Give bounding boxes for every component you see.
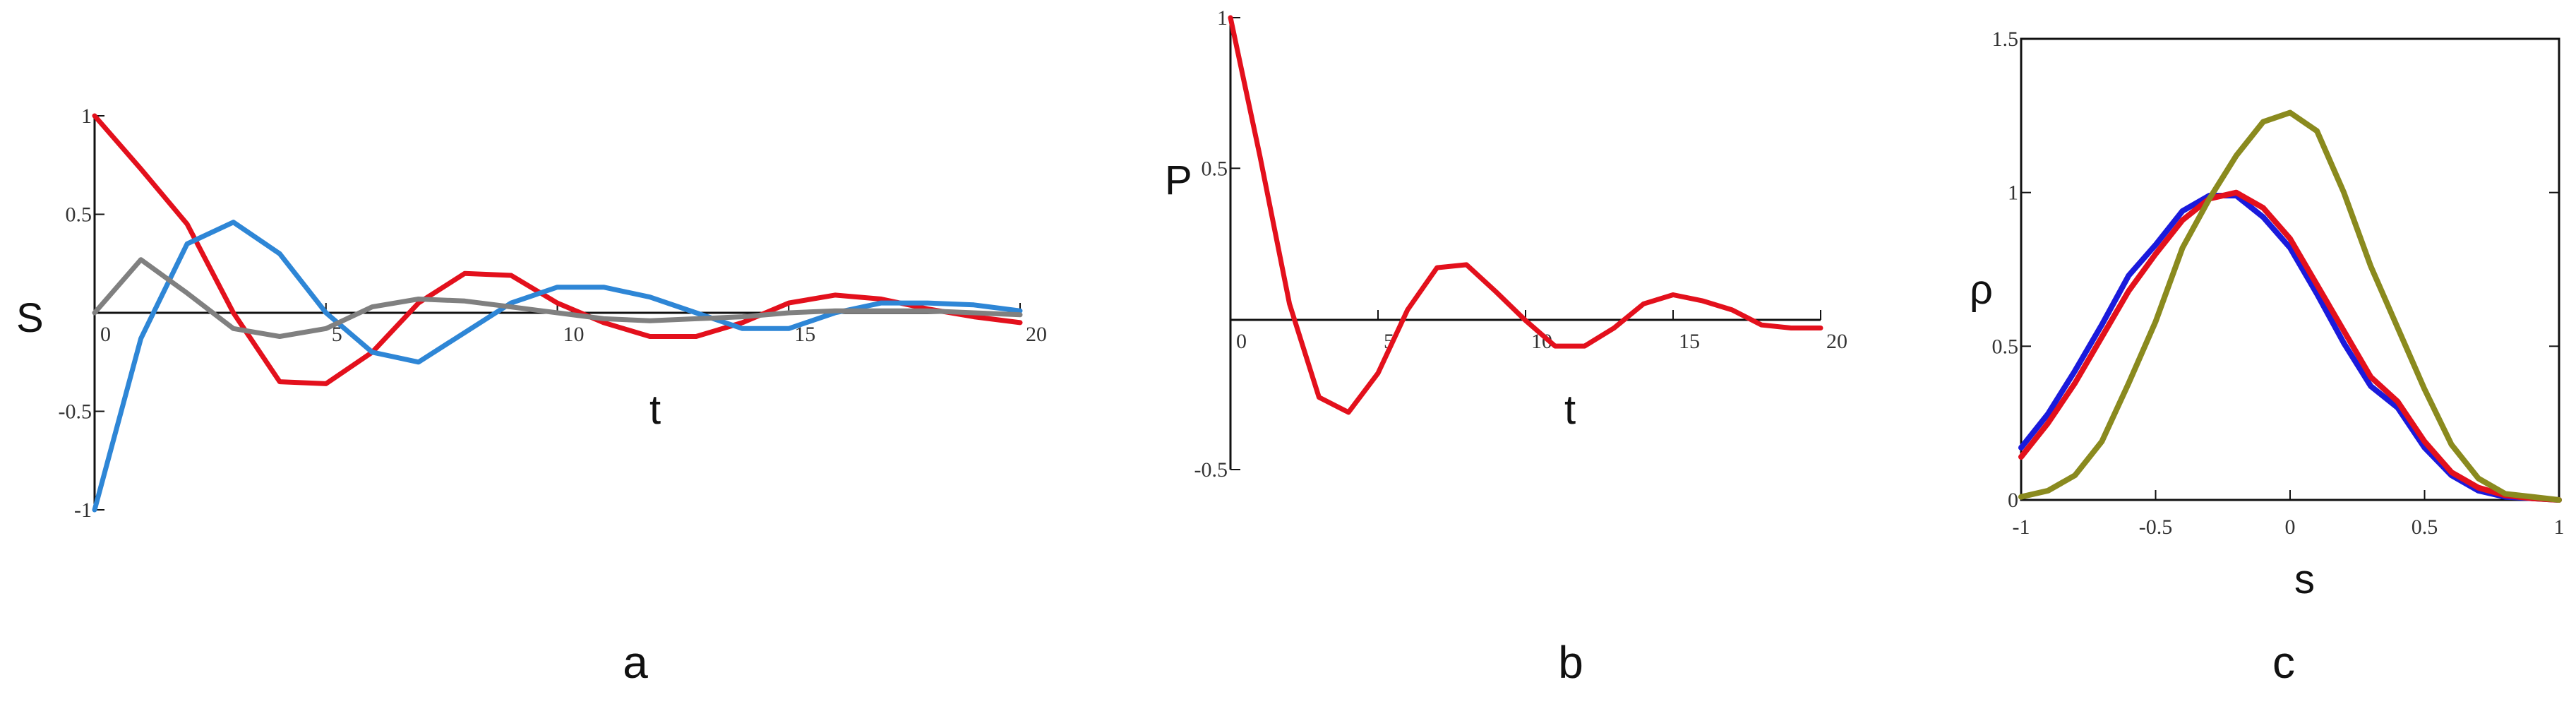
y-tick-label: 1 xyxy=(2008,181,2018,205)
x-tick-label: 20 xyxy=(1026,323,1047,346)
x-tick-label: 10 xyxy=(563,323,585,346)
series-line-1 xyxy=(92,220,1023,513)
x-tick-label: 0 xyxy=(2285,515,2296,539)
y-tick-label: -0.5 xyxy=(1194,458,1228,482)
y-tick-label: 0.5 xyxy=(1202,157,1228,180)
x-tick-label: 15 xyxy=(1679,330,1700,353)
y-tick-label: -1 xyxy=(74,499,92,522)
x-axis-label: t xyxy=(649,387,661,433)
chart-c: -1 -0.5 0 0.5 1 0 0.5 1 1.5 ρ sc xyxy=(1970,28,2565,688)
y-tick-label: 0.5 xyxy=(66,203,92,227)
y-axis-label: ρ xyxy=(1970,267,1993,313)
panel-label: c xyxy=(2272,637,2295,688)
series-line-0 xyxy=(92,113,1023,386)
y-axis-label: P xyxy=(1165,157,1192,203)
x-tick-label: 1 xyxy=(2554,515,2565,539)
x-tick-label: 5 xyxy=(332,323,342,346)
y-axis-label: S xyxy=(16,295,44,341)
y-tick-label: 1 xyxy=(1217,6,1228,30)
x-axis-label: s xyxy=(2294,556,2315,602)
panel-label: a xyxy=(623,637,648,688)
series-line-1 xyxy=(2018,189,2562,503)
panel-label: b xyxy=(1558,637,1583,688)
series-line-2 xyxy=(2018,109,2562,503)
plot-frame xyxy=(2020,37,2560,501)
x-tick-label: 0 xyxy=(100,323,111,346)
x-axis-label: t xyxy=(1564,387,1576,433)
y-tick-label: 1 xyxy=(81,105,92,128)
series-line-0 xyxy=(1228,15,1823,415)
y-tick-label: 0.5 xyxy=(1992,335,2019,358)
x-tick-label: -1 xyxy=(2013,515,2030,539)
y-tick-label: 1.5 xyxy=(1992,28,2019,51)
y-tick-label: -0.5 xyxy=(59,400,92,424)
x-tick-label: -0.5 xyxy=(2139,515,2173,539)
series-line-2 xyxy=(92,257,1023,339)
x-tick-label: 0.5 xyxy=(2412,515,2438,539)
x-tick-label: 20 xyxy=(1826,330,1847,353)
x-tick-label: 0 xyxy=(1236,330,1247,353)
y-tick-label: 0 xyxy=(2008,489,2018,512)
